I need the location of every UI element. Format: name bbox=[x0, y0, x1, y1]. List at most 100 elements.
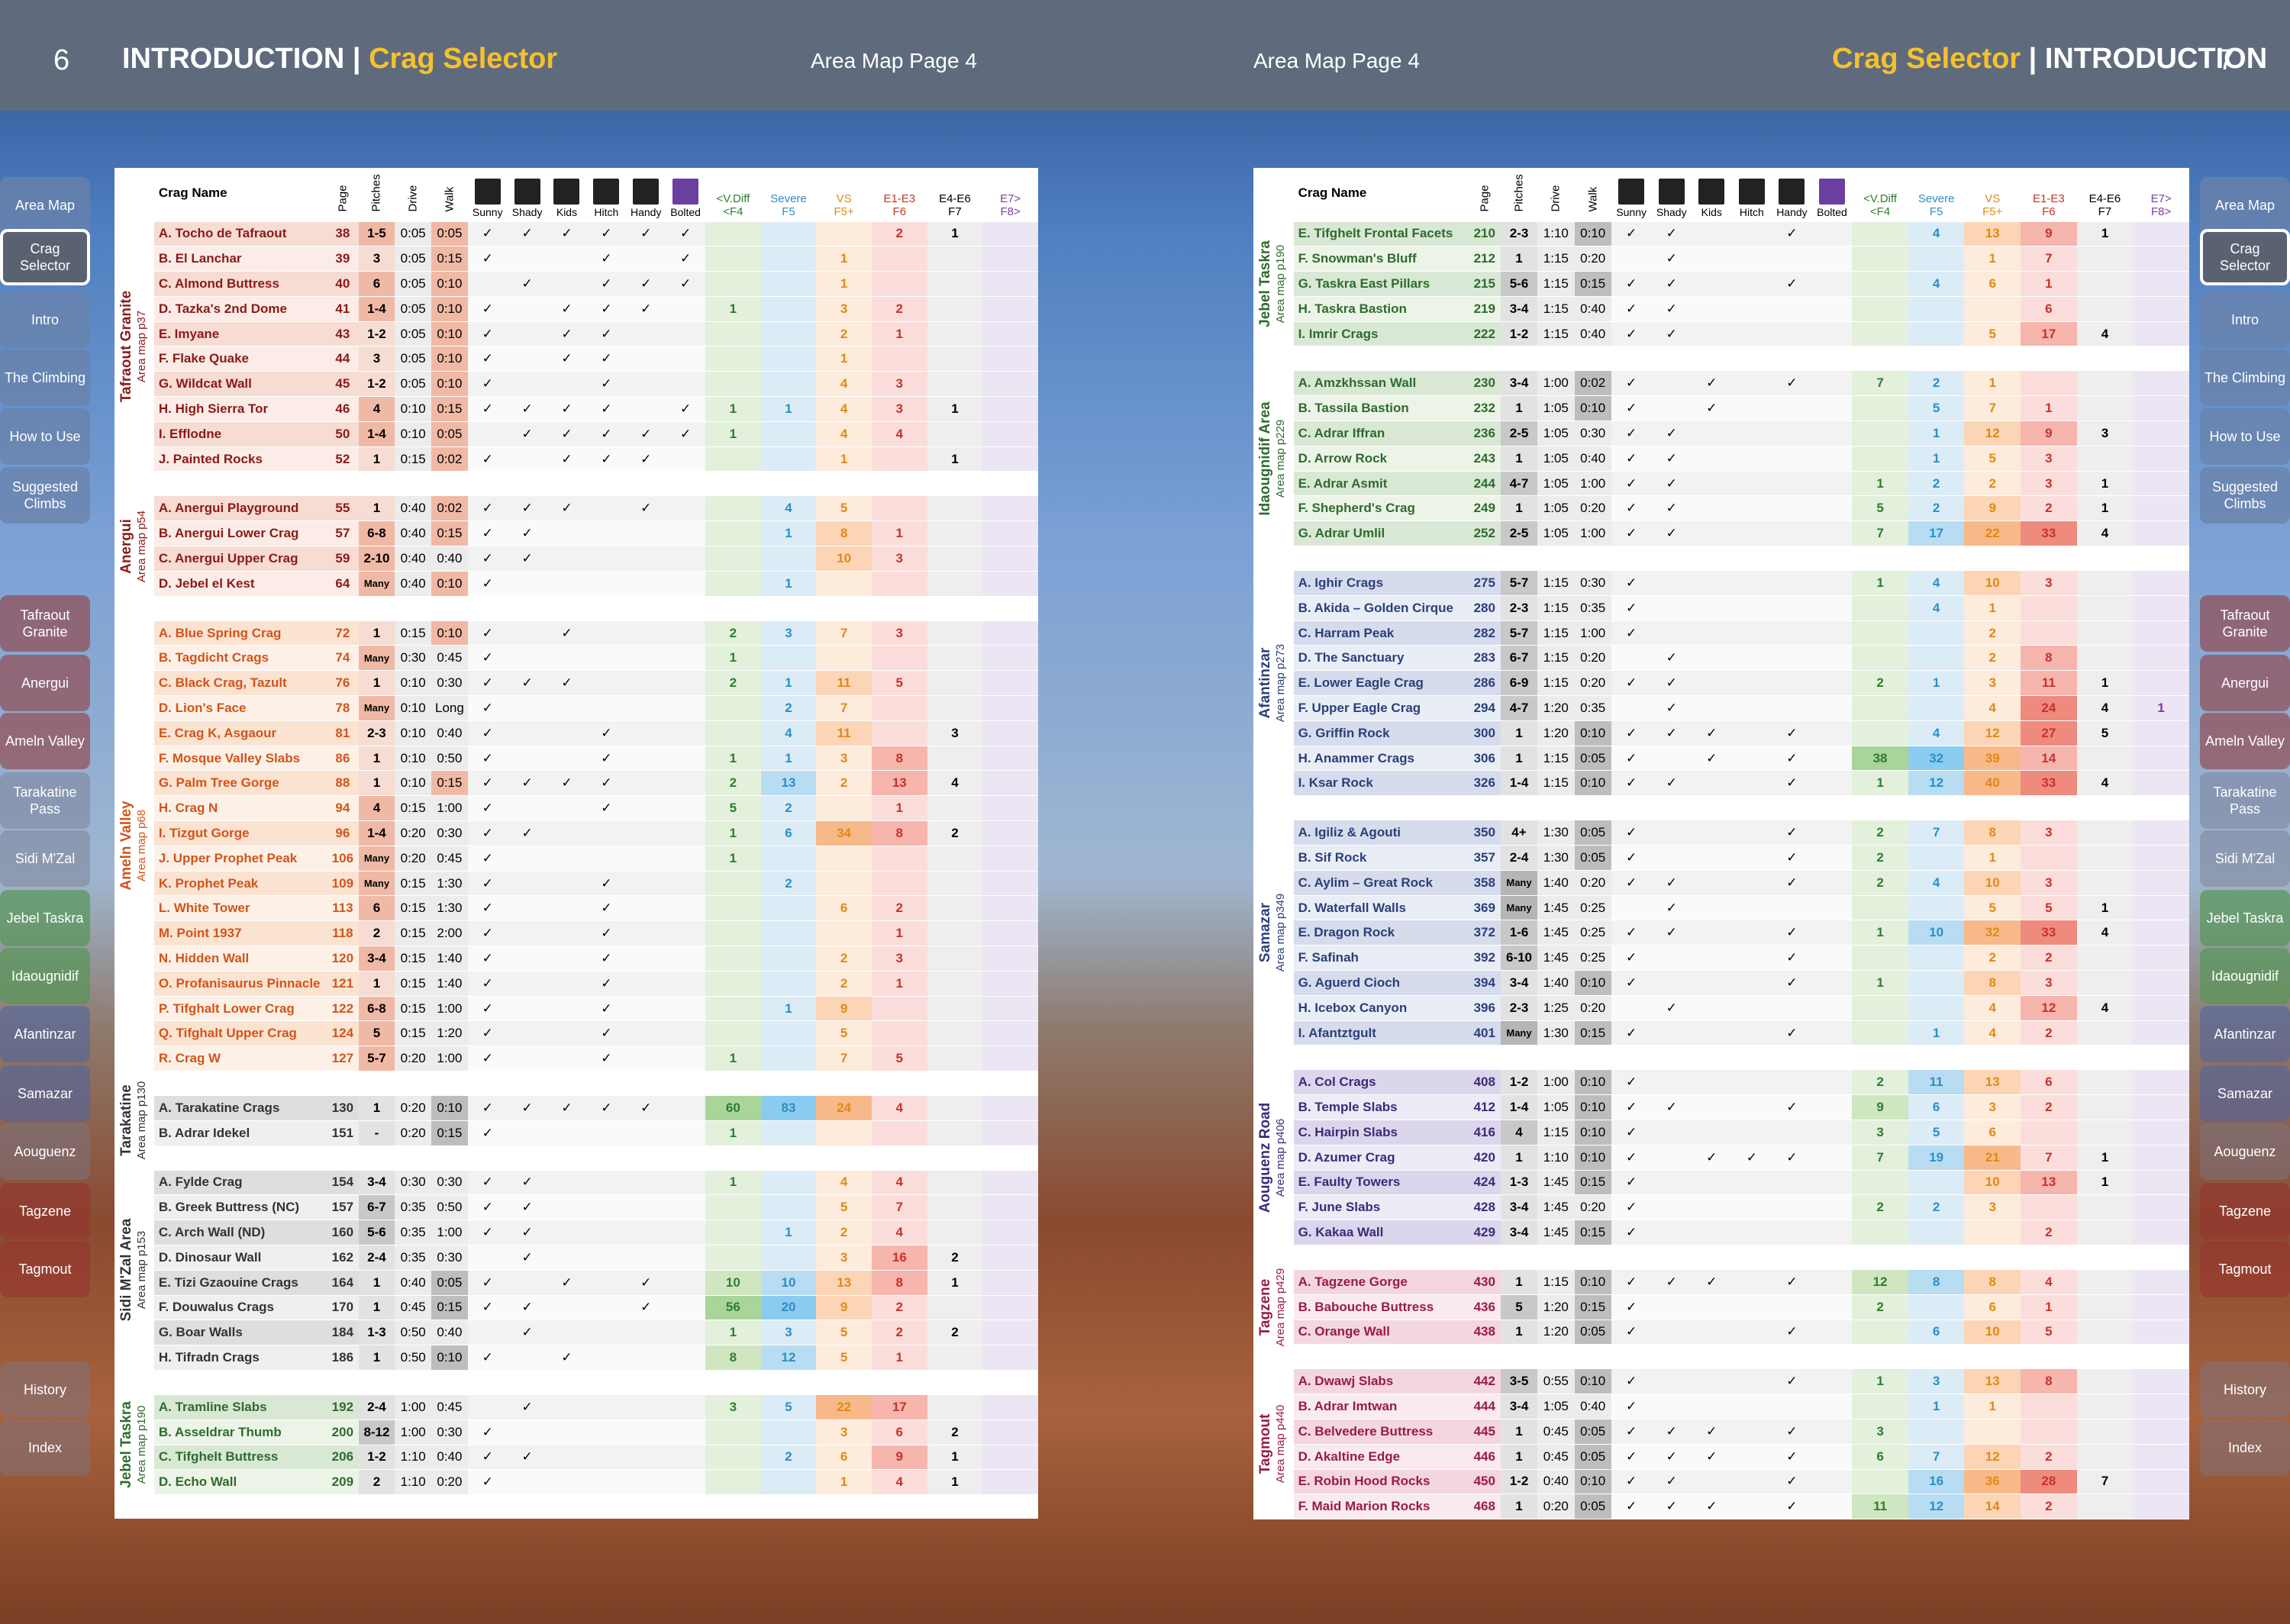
side-tab-ameln-valley[interactable]: Ameln Valley bbox=[2200, 713, 2290, 769]
crag-name[interactable]: Q. Tifghalt Upper Crag bbox=[153, 1020, 327, 1047]
side-tab-tafraout-granite[interactable]: Tafraout Granite bbox=[2200, 595, 2290, 652]
crag-name[interactable]: A. Tramline Slabs bbox=[153, 1394, 327, 1420]
crag-name[interactable]: C. Almond Buttress bbox=[153, 271, 327, 297]
crag-name[interactable]: A. Fylde Crag bbox=[153, 1170, 327, 1196]
crag-name[interactable]: D. Azumer Crag bbox=[1293, 1145, 1469, 1171]
crag-name[interactable]: F. Snowman's Bluff bbox=[1293, 246, 1469, 272]
crag-name[interactable]: B. Tagdicht Crags bbox=[153, 645, 327, 672]
crag-name[interactable]: I. Ksar Rock bbox=[1293, 770, 1469, 797]
crag-name[interactable]: F. Upper Eagle Crag bbox=[1293, 695, 1469, 721]
crag-name[interactable]: E. Faulty Towers bbox=[1293, 1170, 1469, 1196]
crag-name[interactable]: F. Douwalus Crags bbox=[153, 1295, 327, 1321]
side-tab-afantinzar[interactable]: Afantinzar bbox=[2200, 1006, 2290, 1062]
side-tab-the-climbing[interactable]: The Climbing bbox=[2200, 350, 2290, 406]
side-tab-tafraout-granite[interactable]: Tafraout Granite bbox=[0, 595, 90, 652]
side-tab-jebel-taskra[interactable]: Jebel Taskra bbox=[0, 890, 90, 946]
side-tab-tarakatine-pass[interactable]: Tarakatine Pass bbox=[0, 772, 90, 829]
side-tab-intro[interactable]: Intro bbox=[2200, 292, 2290, 348]
side-tab-how-to-use[interactable]: How to Use bbox=[2200, 408, 2290, 465]
right-area-map-link[interactable]: Area Map Page 4 bbox=[1253, 49, 1420, 72]
side-tab-crag-selector[interactable]: Crag Selector bbox=[2200, 229, 2290, 285]
side-tab-intro[interactable]: Intro bbox=[0, 292, 90, 348]
crag-name[interactable]: A. Anergui Playground bbox=[153, 495, 327, 522]
crag-name[interactable]: D. Tazka's 2nd Dome bbox=[153, 296, 327, 322]
side-tab-tagmout[interactable]: Tagmout bbox=[0, 1241, 90, 1297]
crag-name[interactable]: H. Icebox Canyon bbox=[1293, 995, 1469, 1021]
side-tab-suggested-climbs[interactable]: Suggested Climbs bbox=[2200, 467, 2290, 524]
side-tab-tagzene[interactable]: Tagzene bbox=[2200, 1183, 2290, 1239]
crag-name[interactable]: I. Imrir Crags bbox=[1293, 321, 1469, 347]
side-tab-area-map[interactable]: Area Map bbox=[2200, 177, 2290, 234]
side-tab-the-climbing[interactable]: The Climbing bbox=[0, 350, 90, 406]
crag-name[interactable]: D. The Sanctuary bbox=[1293, 645, 1469, 672]
side-tab-area-map[interactable]: Area Map bbox=[0, 177, 90, 234]
crag-name[interactable]: D. Arrow Rock bbox=[1293, 446, 1469, 472]
crag-name[interactable]: G. Palm Tree Gorge bbox=[153, 770, 327, 797]
crag-name[interactable]: B. Sif Rock bbox=[1293, 845, 1469, 871]
side-tab-aouguenz[interactable]: Aouguenz bbox=[2200, 1123, 2290, 1180]
crag-name[interactable]: H. Tifradn Crags bbox=[153, 1345, 327, 1371]
crag-name[interactable]: A. Dwawj Slabs bbox=[1293, 1368, 1469, 1395]
crag-name[interactable]: E. Crag K, Asgaour bbox=[153, 720, 327, 746]
crag-name[interactable]: C. Tifghelt Buttress bbox=[153, 1445, 327, 1471]
crag-name[interactable]: G. Boar Walls bbox=[153, 1320, 327, 1346]
crag-name[interactable]: G. Taskra East Pillars bbox=[1293, 271, 1469, 297]
crag-name[interactable]: G. Griffin Rock bbox=[1293, 720, 1469, 746]
side-tab-sidi-m-zal[interactable]: Sidi M'Zal bbox=[2200, 830, 2290, 887]
side-tab-samazar[interactable]: Samazar bbox=[0, 1065, 90, 1122]
crag-name[interactable]: A. Igiliz & Agouti bbox=[1293, 820, 1469, 846]
side-tab-idaougnidif[interactable]: Idaougnidif bbox=[2200, 948, 2290, 1004]
side-tab-history[interactable]: History bbox=[2200, 1361, 2290, 1418]
crag-name[interactable]: N. Hidden Wall bbox=[153, 946, 327, 972]
crag-name[interactable]: F. Flake Quake bbox=[153, 346, 327, 372]
crag-name[interactable]: B. Akida – Golden Cirque bbox=[1293, 595, 1469, 621]
side-tab-idaougnidif[interactable]: Idaougnidif bbox=[0, 948, 90, 1004]
crag-name[interactable]: B. El Lanchar bbox=[153, 246, 327, 272]
crag-name[interactable]: B. Anergui Lower Crag bbox=[153, 520, 327, 547]
crag-name[interactable]: G. Adrar Umlil bbox=[1293, 520, 1469, 547]
crag-name[interactable]: K. Prophet Peak bbox=[153, 871, 327, 897]
crag-name[interactable]: J. Painted Rocks bbox=[153, 446, 327, 472]
side-tab-crag-selector[interactable]: Crag Selector bbox=[0, 229, 90, 285]
crag-name[interactable]: F. Maid Marion Rocks bbox=[1293, 1494, 1469, 1520]
crag-name[interactable]: D. Jebel el Kest bbox=[153, 571, 327, 597]
crag-name[interactable]: A. Blue Spring Crag bbox=[153, 620, 327, 646]
left-area-map-link[interactable]: Area Map Page 4 bbox=[811, 49, 977, 72]
crag-name[interactable]: C. Black Crag, Tazult bbox=[153, 670, 327, 697]
side-tab-sidi-m-zal[interactable]: Sidi M'Zal bbox=[0, 830, 90, 887]
crag-name[interactable]: G. Aguerd Cioch bbox=[1293, 970, 1469, 996]
crag-name[interactable]: F. June Slabs bbox=[1293, 1194, 1469, 1221]
crag-name[interactable]: G. Kakaa Wall bbox=[1293, 1220, 1469, 1245]
crag-name[interactable]: O. Profanisaurus Pinnacle bbox=[153, 971, 327, 997]
crag-name[interactable]: L. White Tower bbox=[153, 895, 327, 922]
crag-name[interactable]: C. Adrar Iffran bbox=[1293, 420, 1469, 446]
side-tab-how-to-use[interactable]: How to Use bbox=[0, 408, 90, 465]
crag-name[interactable]: D. Echo Wall bbox=[153, 1469, 327, 1496]
crag-name[interactable]: F. Safinah bbox=[1293, 945, 1469, 972]
side-tab-samazar[interactable]: Samazar bbox=[2200, 1065, 2290, 1122]
crag-name[interactable]: M. Point 1937 bbox=[153, 920, 327, 947]
crag-name[interactable]: G. Wildcat Wall bbox=[153, 371, 327, 398]
side-tab-jebel-taskra[interactable]: Jebel Taskra bbox=[2200, 890, 2290, 946]
crag-name[interactable]: I. Efflodne bbox=[153, 421, 327, 447]
side-tab-suggested-climbs[interactable]: Suggested Climbs bbox=[0, 467, 90, 524]
side-tab-tagzene[interactable]: Tagzene bbox=[0, 1183, 90, 1239]
side-tab-tarakatine-pass[interactable]: Tarakatine Pass bbox=[2200, 772, 2290, 829]
crag-name[interactable]: A. Col Crags bbox=[1293, 1069, 1469, 1096]
crag-name[interactable]: H. High Sierra Tor bbox=[153, 396, 327, 422]
crag-name[interactable]: E. Robin Hood Rocks bbox=[1293, 1469, 1469, 1495]
crag-name[interactable]: C. Belvedere Buttress bbox=[1293, 1419, 1469, 1445]
side-tab-ameln-valley[interactable]: Ameln Valley bbox=[0, 713, 90, 769]
crag-name[interactable]: B. Temple Slabs bbox=[1293, 1094, 1469, 1120]
crag-name[interactable]: E. Tifghelt Frontal Facets bbox=[1293, 221, 1469, 247]
crag-name[interactable]: D. Lion's Face bbox=[153, 695, 327, 721]
crag-name[interactable]: E. Adrar Asmit bbox=[1293, 471, 1469, 497]
crag-name[interactable]: C. Anergui Upper Crag bbox=[153, 546, 327, 572]
crag-name[interactable]: C. Aylim – Great Rock bbox=[1293, 870, 1469, 896]
side-tab-anergui[interactable]: Anergui bbox=[0, 655, 90, 711]
side-tab-index[interactable]: Index bbox=[0, 1419, 90, 1476]
crag-name[interactable]: A. Tarakatine Crags bbox=[153, 1095, 327, 1121]
crag-name[interactable]: C. Harram Peak bbox=[1293, 620, 1469, 646]
crag-name[interactable]: P. Tifghalt Lower Crag bbox=[153, 996, 327, 1022]
crag-name[interactable]: I. Tizgut Gorge bbox=[153, 820, 327, 846]
